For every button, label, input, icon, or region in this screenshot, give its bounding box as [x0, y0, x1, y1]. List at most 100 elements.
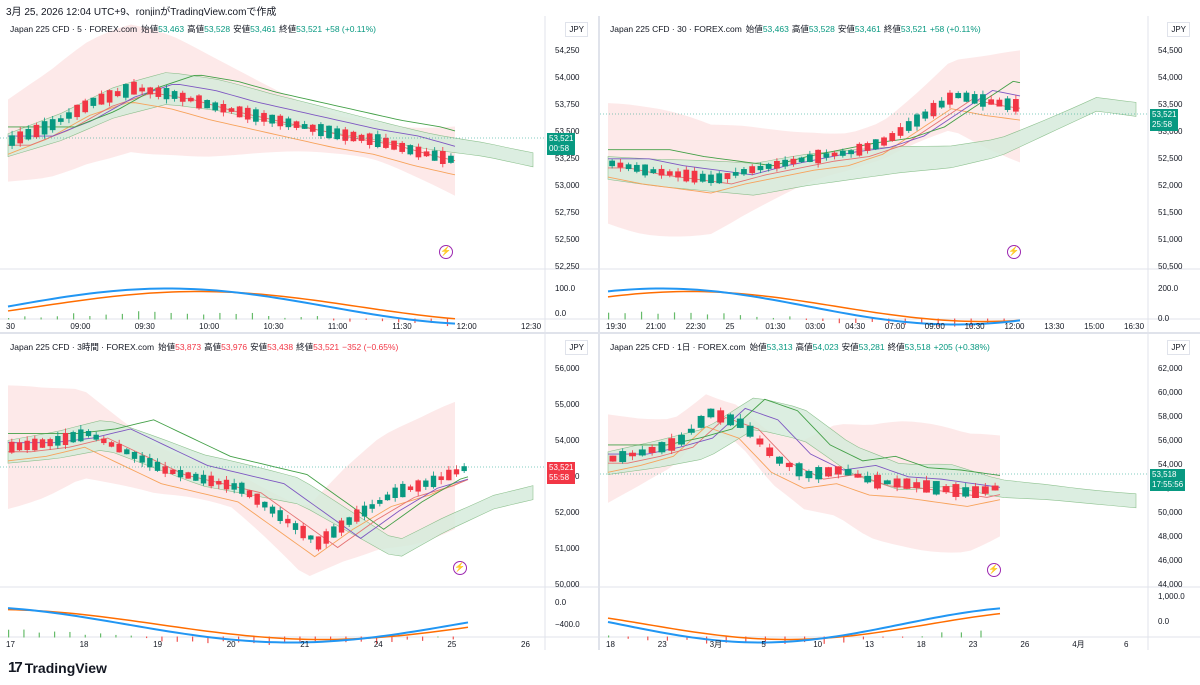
- candle: [315, 536, 322, 552]
- x-axis-tick: 10:30: [264, 322, 285, 331]
- candle: [897, 122, 904, 139]
- macd-histogram-bar: [376, 636, 378, 644]
- macd-histogram-bar: [686, 636, 688, 640]
- macd-histogram-bar: [300, 317, 302, 320]
- macd-histogram-bar: [764, 636, 766, 645]
- macd-histogram-bar: [871, 318, 873, 322]
- candle: [277, 114, 284, 130]
- macd-histogram-bar: [960, 632, 962, 638]
- candle: [448, 153, 454, 164]
- currency-button[interactable]: JPY: [1167, 22, 1190, 37]
- footer: 17 TradingView: [0, 650, 1200, 685]
- y-axis-tick: 51,500: [1158, 208, 1183, 217]
- macd-axis-tick: −400.0: [555, 620, 580, 629]
- x-axis-tick: 21: [300, 640, 309, 649]
- candle: [277, 507, 283, 524]
- candle: [619, 448, 627, 464]
- candle: [687, 424, 695, 435]
- candle: [795, 461, 803, 481]
- y-axis-tick: 46,000: [1158, 556, 1183, 565]
- y-axis-tick: 52,000: [555, 508, 580, 517]
- y-axis-tick: 54,000: [1158, 460, 1183, 469]
- chart-panel-30min[interactable]: 54,500 54,000 53,500 53,000 52,500 52,000 51,5…: [600, 16, 1200, 332]
- high-value: 53,976: [221, 342, 248, 352]
- candle: [24, 436, 30, 453]
- candle: [116, 439, 122, 453]
- candle: [765, 162, 772, 172]
- candle: [350, 130, 357, 142]
- candle: [461, 463, 467, 474]
- macd-histogram-bar: [921, 636, 923, 638]
- candle: [331, 524, 337, 538]
- candle: [47, 437, 53, 450]
- candle: [980, 90, 986, 111]
- macd-histogram-bar: [69, 631, 71, 638]
- candle: [147, 86, 154, 99]
- macd-histogram-bar: [398, 318, 400, 323]
- candle: [905, 117, 912, 133]
- candle: [25, 125, 32, 141]
- y-axis-tick: 52,750: [555, 208, 580, 217]
- macd-histogram-bar: [268, 636, 270, 645]
- candle: [41, 117, 48, 139]
- lightning-icon[interactable]: ⚡: [1007, 245, 1021, 259]
- candle: [438, 471, 444, 485]
- macd-histogram-bar: [38, 632, 40, 638]
- y-axis-tick: 54,000: [1158, 73, 1183, 82]
- y-axis-tick: 50,000: [555, 580, 580, 589]
- candle: [658, 441, 666, 455]
- macd-signal-line: [607, 290, 1021, 323]
- candle: [423, 478, 429, 490]
- chart-canvas[interactable]: 54,500 54,000 53,500 53,000 52,500 52,000 51,5…: [600, 16, 1200, 332]
- high-label: 高値: [795, 342, 813, 352]
- macd-line: [7, 287, 456, 325]
- lightning-icon[interactable]: ⚡: [439, 245, 453, 259]
- macd-histogram-bar: [627, 636, 629, 639]
- tradingview-logo[interactable]: 17 TradingView: [8, 659, 107, 676]
- candle: [361, 501, 368, 521]
- y-axis-tick: 56,000: [1158, 436, 1183, 445]
- change-value: +58 (+0.11%): [325, 24, 377, 34]
- macd-histogram-bar: [235, 313, 237, 320]
- candle: [996, 97, 1003, 107]
- chart-panel-1day[interactable]: 62,00060,00058,00056,00054,00052,00050,0…: [600, 334, 1200, 650]
- chart-canvas[interactable]: 56,00055,00054,00053,00052,00051,00050,0…: [0, 334, 598, 650]
- x-axis-tick: 23: [969, 640, 978, 649]
- x-axis-tick: 10: [813, 640, 822, 649]
- chart-legend: Japan 225 CFD · 3時間 · FOREX.com 始値53,873 高…: [10, 341, 401, 353]
- candle: [16, 439, 23, 451]
- candle: [756, 435, 764, 447]
- candle: [675, 168, 681, 182]
- lightning-icon[interactable]: ⚡: [453, 561, 467, 575]
- y-axis-tick: 53,500: [555, 127, 580, 136]
- currency-button[interactable]: JPY: [565, 340, 588, 355]
- macd-axis-tick: 0.0: [555, 309, 567, 318]
- chart-panel-5min[interactable]: 54,250 54,000 53,750 53,500 53,250 53,000 52,7…: [0, 16, 598, 332]
- open-label: 始値: [141, 24, 159, 34]
- candle: [617, 158, 624, 172]
- candle: [848, 149, 854, 158]
- macd-histogram-bar: [207, 636, 209, 644]
- chart-canvas[interactable]: 54,250 54,000 53,750 53,500 53,250 53,000 52,7…: [0, 16, 598, 332]
- candle: [991, 482, 999, 491]
- chart-canvas[interactable]: 62,00060,00058,00056,00054,00052,00050,0…: [600, 334, 1200, 650]
- candle: [893, 475, 901, 492]
- candle: [962, 482, 970, 498]
- candle: [658, 165, 665, 179]
- candle: [49, 116, 56, 133]
- candle: [782, 156, 789, 170]
- macd-histogram-bar: [422, 636, 424, 641]
- candle: [309, 123, 316, 136]
- lightning-icon[interactable]: ⚡: [987, 563, 1001, 577]
- candle: [668, 433, 676, 454]
- candle: [825, 466, 832, 478]
- chart-panel-3hour[interactable]: 56,00055,00054,00053,00052,00051,00050,0…: [0, 334, 598, 650]
- currency-button[interactable]: JPY: [565, 22, 588, 37]
- y-axis-tick: 54,500: [1158, 46, 1183, 55]
- currency-button[interactable]: JPY: [1167, 340, 1190, 355]
- moving-average-line: [607, 108, 1021, 194]
- candle: [261, 110, 267, 126]
- candle: [33, 122, 40, 139]
- candle: [196, 94, 202, 110]
- candle: [856, 142, 863, 157]
